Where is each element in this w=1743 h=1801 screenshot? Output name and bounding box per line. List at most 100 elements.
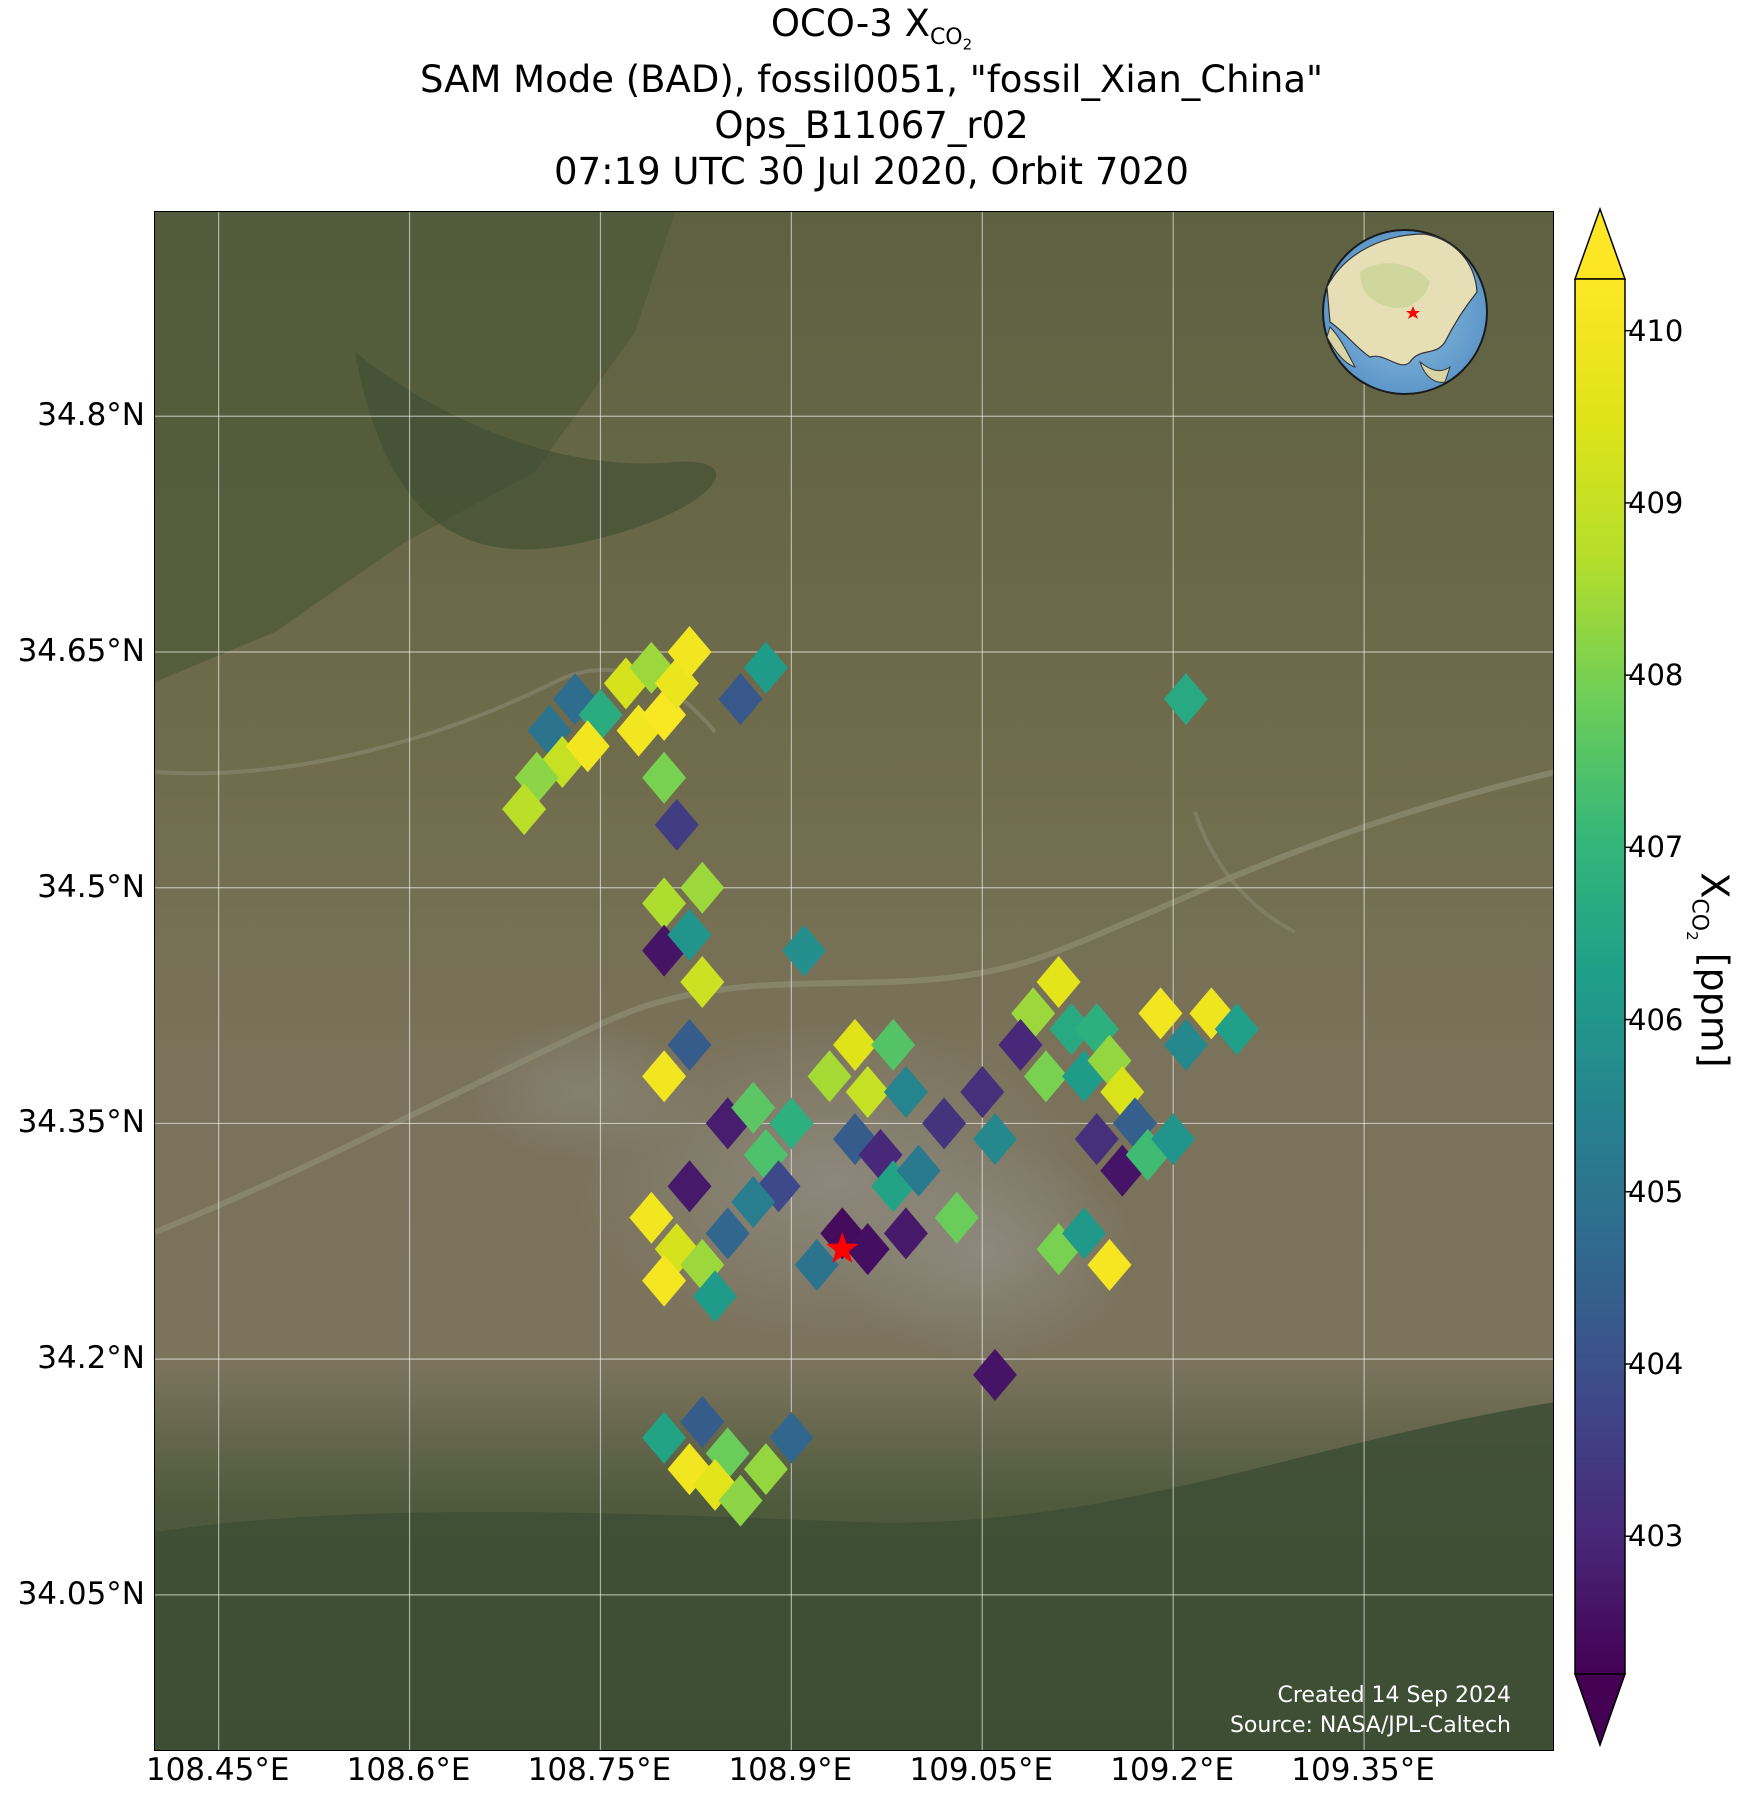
lon-tick-label: 109.35°E: [1291, 1752, 1435, 1788]
xco2-sounding: [743, 1443, 788, 1496]
colorbar-tick-label: 403: [1628, 1519, 1684, 1554]
xco2-sounding: [960, 1066, 1005, 1118]
xco2-sounding: [896, 1144, 941, 1197]
xco2-sounding: [680, 861, 725, 914]
xco2-sounding: [922, 1097, 967, 1150]
mountain-ridge: [355, 352, 717, 550]
xco2-sounding: [1087, 1238, 1132, 1291]
xco2-sounding: [769, 1097, 814, 1150]
xco2-sounding: [1100, 1144, 1145, 1197]
map-panel: [154, 211, 1554, 1751]
cb-label-unit: [ppm]: [1692, 940, 1737, 1068]
xco2-sounding: [1023, 1050, 1068, 1103]
colorbar-tick-label: 406: [1628, 1002, 1684, 1037]
colorbar-tick-marks: [1625, 329, 1633, 1537]
lon-tick-label: 108.45°E: [145, 1752, 290, 1788]
xco2-sounding: [1074, 1003, 1119, 1056]
xco2-sounding: [807, 1050, 852, 1103]
xco2-sounding: [667, 1018, 712, 1071]
colorbar-gradient: [1574, 278, 1626, 1675]
xco2-sounding: [883, 1207, 928, 1260]
figure-title-line1: OCO-3 XCO2: [0, 2, 1743, 67]
xco2-sounding: [565, 720, 610, 773]
xco2-sounding: [731, 1081, 776, 1134]
title-xco2-sub: CO2: [929, 25, 972, 53]
xco2-sounding: [718, 1474, 763, 1527]
xco2-sounding: [782, 924, 827, 977]
xco2-sounding: [642, 1254, 687, 1307]
xco2-sounding: [934, 1191, 979, 1244]
globe-inset: [1322, 229, 1488, 395]
map-svg: [155, 212, 1553, 1750]
lon-tick-label: 108.75°E: [527, 1752, 672, 1788]
globe-location-star: [1406, 306, 1420, 319]
xco2-sounding: [731, 1176, 776, 1228]
lon-tick-label: 108.9°E: [728, 1752, 853, 1788]
colorbar-extend-max: [1573, 206, 1627, 280]
colorbar-tick-label: 405: [1628, 1174, 1684, 1209]
xco2-sounding: [1100, 1066, 1145, 1118]
xco2-sounding: [756, 1160, 801, 1213]
figure-title-line3: Ops_B11067_r02: [714, 104, 1029, 147]
xco2-sounding: [680, 956, 725, 1008]
cb-label-co: CO: [1686, 898, 1712, 932]
xco2-sounding: [1138, 987, 1183, 1040]
qinling-mountains: [155, 1402, 1553, 1750]
xco2-sounding: [642, 877, 687, 930]
xco2-sounding: [667, 1160, 712, 1213]
title-co: CO: [929, 25, 963, 51]
xco2-sounding: [1062, 1207, 1107, 1260]
xco2-sounding: [1049, 1003, 1094, 1056]
xco2-sounding: [1163, 673, 1208, 726]
xco2-sounding: [642, 1050, 687, 1103]
colorbar-tick-label: 410: [1628, 313, 1684, 348]
xco2-sounding: [578, 688, 623, 741]
xco2-sounding: [667, 626, 712, 678]
colorbar-tick-label: 404: [1628, 1347, 1684, 1381]
lon-tick-label: 108.6°E: [346, 1752, 471, 1788]
lat-tick-label: 34.35°N: [17, 1104, 145, 1141]
lat-tick-label: 34.8°N: [37, 397, 145, 434]
cb-label-2: 2: [1683, 931, 1702, 941]
xco2-sounding: [705, 1207, 750, 1260]
created-date: Created 14 Sep 2024: [1277, 1683, 1512, 1708]
target-star-marker: [826, 1232, 859, 1263]
xco2-sounding: [743, 641, 788, 694]
colorbar-label: XCO2 [ppm]: [1684, 872, 1737, 1067]
xco2-sounding: [629, 1191, 674, 1244]
xco2-sounding: [1074, 1113, 1119, 1166]
xco2-sounding: [1214, 1003, 1259, 1056]
xco2-sounding: [794, 1238, 839, 1291]
india-landmass: [1326, 326, 1357, 368]
cb-label-sub: CO2: [1683, 898, 1712, 941]
xco2-sounding: [680, 1396, 725, 1448]
wei-river: [155, 769, 1553, 1235]
xco2-sounding: [718, 673, 763, 726]
xco2-sounding: [871, 1018, 916, 1071]
xco2-sounding: [973, 1348, 1017, 1401]
xco2-sounding: [1163, 1018, 1208, 1071]
figure-title-line2: SAM Mode (BAD), fossil0051, "fossil_Xian…: [419, 58, 1324, 101]
xco2-sounding: [667, 908, 712, 961]
colorbar-tick-label: 408: [1628, 658, 1684, 693]
lat-tick-label: 34.2°N: [37, 1340, 145, 1377]
xco2-sounding: [845, 1066, 890, 1118]
central-asia-relief: [1360, 263, 1430, 309]
xco2-sounding: [693, 1270, 737, 1323]
xco2-sounding: [973, 1113, 1017, 1166]
cb-label-x: X: [1692, 872, 1737, 899]
xco2-sounding: [654, 798, 699, 851]
lat-tick-label: 34.05°N: [17, 1575, 145, 1612]
title-xco2: OCO-3 X: [770, 2, 930, 45]
xco2-sounding: [1151, 1113, 1196, 1166]
southeast-asia-islands: [1418, 360, 1451, 383]
lon-tick-label: 109.05°E: [909, 1752, 1054, 1788]
urban-area-east: [835, 1142, 1135, 1362]
lon-tick-label: 109.2°E: [1110, 1752, 1235, 1788]
xco2-soundings: [502, 626, 1259, 1527]
colorbar-tick-label: 407: [1628, 830, 1684, 865]
xco2-sounding: [629, 641, 674, 694]
colorbar-tick-label: 409: [1628, 485, 1684, 520]
colorbar-extend-min: [1573, 1673, 1627, 1748]
xco2-sounding: [642, 751, 687, 804]
